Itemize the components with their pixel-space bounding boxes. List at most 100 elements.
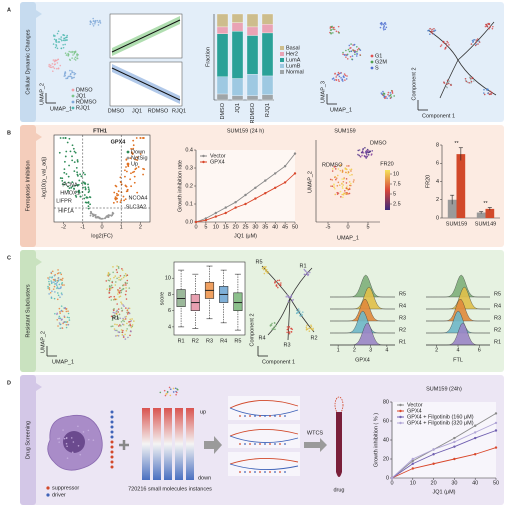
cell-point (62, 43, 64, 46)
cell-point (445, 42, 447, 45)
cell-point (69, 69, 71, 72)
legend-label: G2M (375, 59, 387, 65)
cell-point (63, 315, 66, 317)
cell-point (306, 324, 308, 327)
panel-letter: B (7, 130, 11, 136)
row-label: R2 (494, 327, 501, 333)
cell-point (116, 323, 118, 326)
cell-point (89, 20, 92, 22)
significance: ** (483, 201, 488, 207)
cell-point (348, 50, 351, 53)
cell-point (384, 97, 386, 99)
legend-label: JQ1 (76, 93, 86, 99)
cell-point (61, 277, 64, 280)
legend-swatch (399, 409, 402, 413)
cell-point (48, 283, 51, 285)
cell-point (352, 49, 354, 51)
cell-point (118, 276, 120, 279)
legend-swatch (126, 162, 130, 166)
cell-point (175, 393, 177, 396)
axis-label: GPX4 (355, 357, 370, 363)
axis-label: UMAP_2 (39, 83, 45, 105)
cell-point (348, 181, 351, 183)
cell-point (274, 328, 276, 331)
gene-point (89, 212, 92, 215)
cell-point (71, 451, 74, 454)
cell-point (67, 310, 69, 312)
cell-point (56, 292, 59, 294)
data-point (453, 436, 456, 440)
cell-point (348, 192, 351, 195)
gene-point (134, 158, 137, 161)
cell-point (333, 184, 335, 186)
cell-point (116, 329, 118, 332)
bar-segment (231, 13, 244, 23)
cell-point (79, 453, 82, 456)
gene-point (129, 157, 132, 160)
cell-point (122, 329, 124, 332)
cell-point (468, 76, 471, 79)
cell-point (92, 25, 95, 27)
ridge (426, 274, 490, 298)
data-point (264, 179, 267, 182)
gene-point (62, 137, 65, 139)
cell-point (111, 325, 114, 328)
cell-point (114, 275, 117, 277)
x-tick-label: 0 (346, 224, 349, 230)
cell-point (126, 279, 129, 282)
legend-label: Up (131, 161, 138, 167)
x-tick-label: -5 (326, 224, 331, 230)
cell-point (57, 58, 60, 61)
drug-tube (336, 412, 342, 477)
cell-point (335, 79, 338, 82)
cell-point (121, 268, 123, 270)
cell-point (125, 275, 128, 277)
x-tick-label: 25 (242, 224, 248, 230)
cell-point (58, 38, 60, 40)
cell-point (68, 58, 71, 61)
cell-point (121, 269, 124, 271)
gene-point (64, 181, 66, 184)
x-tick-label: DMSO (108, 108, 125, 114)
gene-point (80, 175, 83, 178)
cell-point (126, 311, 128, 314)
gene-dot (110, 455, 114, 459)
cell-point (278, 279, 281, 282)
cell-point (63, 284, 65, 286)
panel-side-label: Ferroptosis Inhibition (25, 160, 31, 211)
cell-point (110, 315, 113, 318)
gene-point (111, 211, 114, 214)
cell-point (99, 19, 101, 22)
gene-point (76, 159, 79, 161)
cell-point (356, 46, 358, 48)
hit-dot (274, 471, 276, 473)
cell-point (125, 298, 128, 300)
gene-point (83, 197, 86, 200)
cell-point (174, 387, 177, 390)
cell-point (354, 53, 356, 56)
cell-point (336, 184, 339, 187)
cell-point (439, 45, 442, 48)
x-tick-label: 20 (233, 224, 239, 230)
cell-point (118, 296, 121, 298)
cell-point (443, 81, 445, 83)
cell-point (432, 33, 435, 35)
cell-point (59, 272, 62, 274)
legend-label: GPX4 (210, 159, 225, 165)
cell-point (92, 17, 94, 20)
cell-point (267, 271, 270, 273)
gene-point (116, 200, 119, 203)
cell-point (486, 88, 489, 90)
legend-swatch (46, 486, 50, 490)
cell-point (335, 30, 338, 33)
cell-point (352, 181, 355, 183)
cell-point (63, 34, 66, 37)
hit-dot (264, 443, 266, 445)
cell-point (380, 21, 383, 24)
legend-label: S (375, 65, 379, 71)
row-label: R1 (494, 339, 501, 345)
cell-point (125, 315, 128, 318)
cell-point (114, 323, 116, 326)
gene-point (68, 137, 71, 140)
colorbar-tick-label: 10 (393, 171, 399, 177)
